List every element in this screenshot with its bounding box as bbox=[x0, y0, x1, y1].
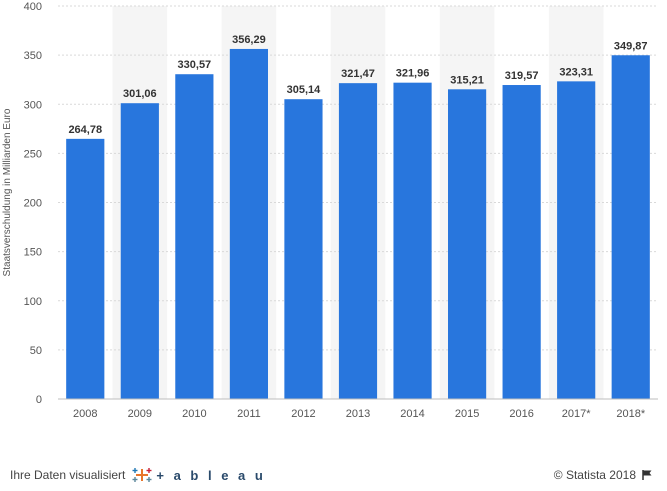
y-tick-label: 0 bbox=[36, 394, 42, 406]
x-tick-label-2016: 2016 bbox=[509, 408, 533, 420]
data-label-2015: 315,21 bbox=[450, 74, 484, 86]
x-tick-label-2012: 2012 bbox=[291, 408, 315, 420]
x-tick-label-2008: 2008 bbox=[73, 408, 97, 420]
data-label-2010: 330,57 bbox=[178, 59, 212, 71]
tableau-plus-icon bbox=[132, 468, 152, 482]
bar-2012[interactable] bbox=[284, 99, 323, 399]
bar-2014[interactable] bbox=[393, 82, 432, 399]
data-label-2016: 319,57 bbox=[505, 70, 539, 82]
bar-2010[interactable] bbox=[175, 74, 214, 400]
bar-2017*[interactable] bbox=[557, 81, 596, 399]
x-tick-label-2009: 2009 bbox=[128, 408, 152, 420]
copyright-text: © Statista 2018 bbox=[553, 468, 636, 482]
y-tick-label: 200 bbox=[24, 198, 42, 210]
flag-icon bbox=[642, 470, 652, 480]
y-axis-label: Staatsverschuldung in Milliarden Euro bbox=[2, 108, 13, 276]
x-axis-ticks: 2008 2009 2010 2011 2012 2013 2014 2015 2016 2017… bbox=[73, 408, 646, 420]
y-tick-label: 50 bbox=[30, 345, 42, 357]
y-tick-label: 100 bbox=[24, 296, 42, 308]
data-label-2018*: 349,87 bbox=[614, 40, 648, 52]
footer-left-text: Ihre Daten visualisiert bbox=[10, 468, 126, 482]
bar-chart: 0 50 100 150 200 250 300 350 400 264,78 301,06 330… bbox=[2, 1, 658, 420]
data-label-2014: 321,96 bbox=[396, 68, 430, 80]
bar-2015[interactable] bbox=[448, 89, 487, 399]
x-tick-label-2010: 2010 bbox=[182, 408, 206, 420]
data-label-2011: 356,29 bbox=[232, 34, 266, 46]
x-tick-label-2018*: 2018* bbox=[616, 408, 645, 420]
footer-copyright: © Statista 2018 bbox=[554, 464, 653, 486]
y-tick-label: 150 bbox=[24, 247, 42, 259]
x-tick-label-2011: 2011 bbox=[237, 408, 261, 420]
y-tick-label: 350 bbox=[24, 50, 42, 62]
data-labels: 264,78 301,06 330,57 356,29 305,14 321,47 321,… bbox=[68, 34, 647, 136]
y-tick-label: 400 bbox=[24, 1, 42, 13]
data-label-2012: 305,14 bbox=[287, 84, 322, 96]
x-tick-label-2015: 2015 bbox=[455, 408, 479, 420]
data-label-2013: 321,47 bbox=[341, 68, 375, 80]
footer-tableau-credit[interactable]: Ihre Daten visualisiert + a b l e a u bbox=[10, 464, 266, 486]
bar-2013[interactable] bbox=[338, 83, 378, 399]
bar-2016[interactable] bbox=[502, 85, 541, 400]
x-tick-label-2013: 2013 bbox=[346, 408, 370, 420]
data-label-2008: 264,78 bbox=[68, 124, 102, 136]
tableau-logo[interactable]: + a b l e a u bbox=[131, 466, 265, 484]
bars bbox=[66, 48, 650, 400]
y-tick-label: 300 bbox=[24, 99, 42, 111]
data-label-2017*: 323,31 bbox=[559, 66, 593, 78]
bar-2009[interactable] bbox=[120, 103, 159, 399]
bar-2011[interactable] bbox=[229, 48, 268, 400]
x-tick-label-2017*: 2017* bbox=[562, 408, 591, 420]
tableau-wordmark: + a b l e a u bbox=[156, 467, 266, 483]
y-tick-label: 250 bbox=[24, 148, 42, 160]
x-tick-label-2014: 2014 bbox=[400, 408, 424, 420]
y-axis-ticks: 0 50 100 150 200 250 300 350 400 bbox=[24, 1, 42, 406]
data-label-2009: 301,06 bbox=[123, 88, 157, 100]
bar-2008[interactable] bbox=[66, 138, 105, 400]
bar-2018*[interactable] bbox=[611, 55, 650, 400]
